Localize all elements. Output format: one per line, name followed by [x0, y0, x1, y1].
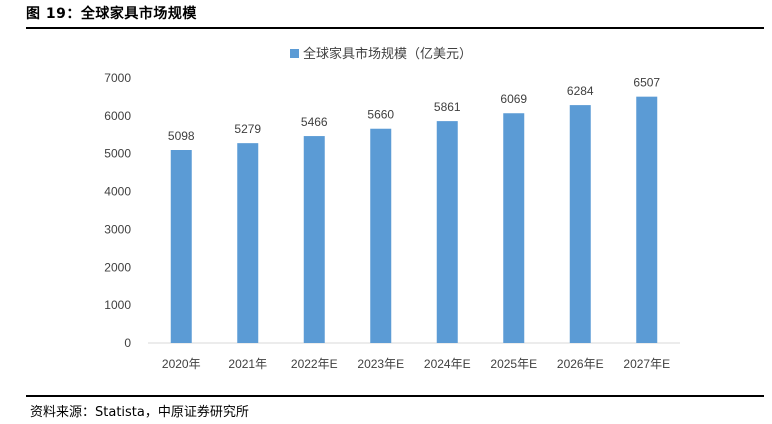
data-labels: 5098 5279 5466 5660 5861 6069 6284 6507: [168, 76, 661, 143]
bottom-rule: [26, 395, 764, 397]
bar: [237, 143, 259, 343]
figure-title: 图 19：全球家具市场规模: [26, 6, 197, 22]
legend-label: 全球家具市场规模（亿美元）: [303, 46, 472, 62]
bar: [636, 96, 658, 343]
bar: [370, 128, 392, 343]
x-tick-label: 2020年: [162, 357, 201, 371]
y-tick-label: 5000: [104, 147, 131, 161]
bar: [569, 105, 591, 343]
data-label: 6284: [567, 84, 594, 98]
x-tick-label: 2024年E: [424, 357, 471, 371]
y-tick-label: 6000: [104, 109, 131, 123]
bar: [503, 113, 525, 344]
y-tick-label: 3000: [104, 222, 131, 236]
x-tick-label: 2027年E: [623, 357, 670, 371]
x-tick-label: 2025年E: [490, 357, 537, 371]
y-tick-label: 4000: [104, 185, 131, 199]
x-tick-label: 2023年E: [357, 357, 404, 371]
bars: [170, 96, 658, 344]
data-label: 6507: [633, 76, 660, 90]
y-tick-label: 7000: [104, 71, 131, 85]
legend-swatch: [290, 49, 299, 58]
data-label: 5660: [367, 108, 394, 122]
source-note: 资料来源：Statista，中原证券研究所: [30, 405, 249, 420]
data-label: 5098: [168, 129, 195, 143]
x-tick-label: 2021年: [228, 357, 267, 371]
data-label: 5466: [301, 115, 328, 129]
data-label: 5279: [234, 122, 261, 136]
data-label: 6069: [500, 92, 527, 106]
bar: [170, 150, 192, 343]
top-rule: [26, 27, 764, 29]
y-tick-label: 1000: [104, 298, 131, 312]
y-tick-label: 0: [124, 336, 131, 350]
data-label: 5861: [434, 100, 461, 114]
y-tick-label: 2000: [104, 260, 131, 274]
bar: [303, 136, 325, 343]
x-tick-label: 2026年E: [557, 357, 604, 371]
bar: [436, 121, 458, 343]
x-tick-label: 2022年E: [291, 357, 338, 371]
y-axis: 0 1000 2000 3000 4000 5000 6000 7000: [104, 71, 131, 350]
x-axis: 2020年 2021年 2022年E 2023年E 2024年E 2025年E 2026年E…: [162, 357, 670, 371]
legend: 全球家具市场规模（亿美元）: [290, 46, 472, 62]
